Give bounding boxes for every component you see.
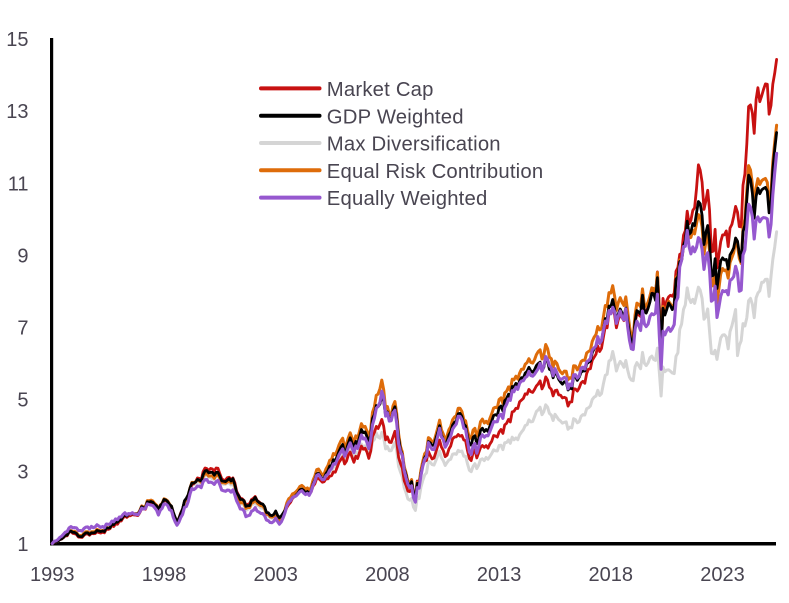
svg-text:11: 11 bbox=[8, 173, 29, 195]
svg-text:2013: 2013 bbox=[477, 564, 522, 586]
svg-text:7: 7 bbox=[17, 318, 28, 340]
svg-text:2023: 2023 bbox=[700, 564, 745, 586]
svg-text:Market Cap: Market Cap bbox=[327, 79, 434, 101]
svg-text:1998: 1998 bbox=[142, 564, 187, 586]
svg-text:2018: 2018 bbox=[589, 564, 634, 586]
svg-text:Max Diversification: Max Diversification bbox=[327, 134, 501, 156]
svg-text:1: 1 bbox=[17, 534, 28, 556]
svg-text:1993: 1993 bbox=[30, 564, 75, 586]
svg-text:3: 3 bbox=[17, 462, 28, 484]
svg-text:9: 9 bbox=[17, 245, 28, 267]
svg-text:Equally Weighted: Equally Weighted bbox=[327, 188, 488, 210]
svg-text:5: 5 bbox=[17, 390, 28, 412]
svg-text:Equal Risk Contribution: Equal Risk Contribution bbox=[327, 161, 544, 183]
svg-text:13: 13 bbox=[6, 101, 28, 123]
svg-text:2008: 2008 bbox=[365, 564, 410, 586]
svg-text:2003: 2003 bbox=[253, 564, 298, 586]
svg-text:15: 15 bbox=[6, 29, 28, 51]
svg-text:GDP Weighted: GDP Weighted bbox=[327, 106, 464, 128]
